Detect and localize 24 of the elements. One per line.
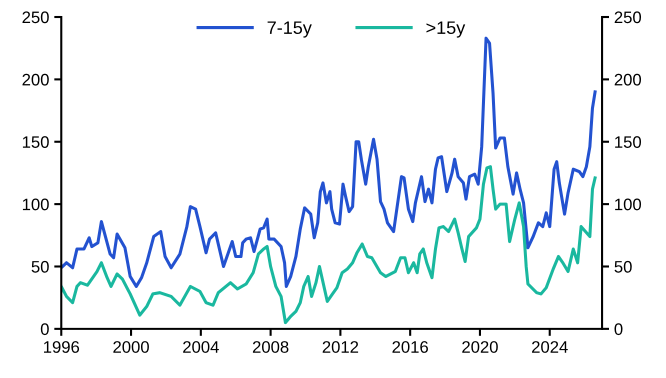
legend-label: >15y bbox=[426, 21, 466, 38]
x-tick-label: 1996 bbox=[44, 341, 80, 353]
x-tick-label: 2024 bbox=[532, 341, 568, 353]
x-tick-label: 2008 bbox=[252, 341, 288, 353]
line-series bbox=[61, 165, 597, 324]
y-tick-label: 250 bbox=[22, 11, 49, 24]
x-tick-label: 2012 bbox=[322, 341, 358, 353]
y2-tick-label: 150 bbox=[615, 136, 642, 148]
y-tick-label: 0 bbox=[40, 323, 49, 336]
x-tick-label: 2016 bbox=[392, 341, 428, 353]
line-series bbox=[61, 36, 597, 288]
y2-tick-label: 50 bbox=[614, 260, 632, 273]
y2-tick-label: 0 bbox=[614, 323, 622, 336]
x-tick-label: 2004 bbox=[183, 341, 219, 353]
x-tick-label: 2000 bbox=[113, 341, 149, 353]
y2-tick-label: 200 bbox=[614, 74, 642, 86]
y-tick-label: 100 bbox=[22, 198, 49, 210]
legend-label: 7-15y bbox=[268, 21, 312, 38]
y2-tick-label: 250 bbox=[614, 11, 642, 24]
y-tick-label: 200 bbox=[22, 74, 49, 86]
y-tick-label: 150 bbox=[22, 136, 49, 148]
y2-tick-label: 100 bbox=[615, 198, 642, 210]
x-tick-label: 2020 bbox=[462, 341, 498, 353]
y-tick-label: 50 bbox=[32, 260, 49, 273]
